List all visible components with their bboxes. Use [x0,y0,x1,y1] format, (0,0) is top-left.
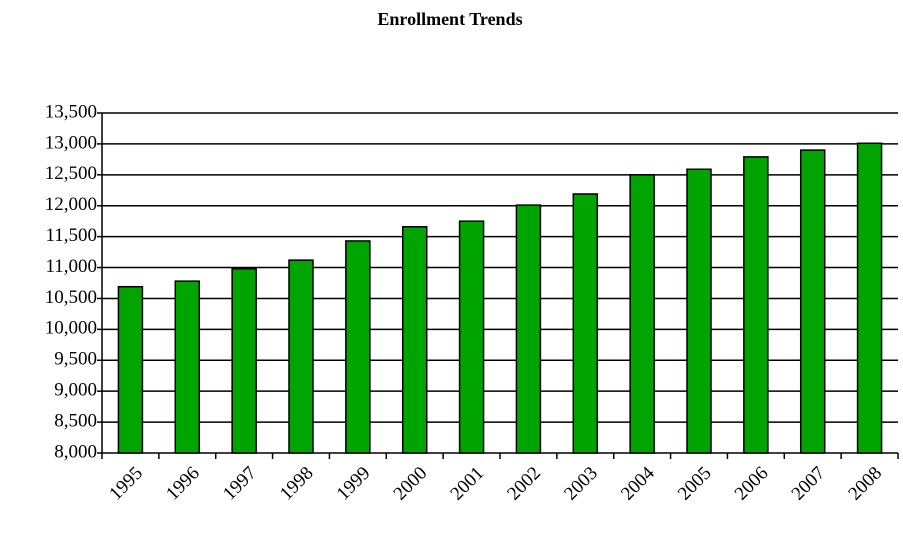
x-tick-label: 2008 [844,463,886,505]
x-tick-label: 1996 [162,463,204,505]
x-tick-label: 2004 [617,462,659,504]
x-tick-label: 1995 [105,463,147,505]
bar [288,259,314,454]
bar [231,268,257,454]
x-tick-label: 2007 [788,463,830,505]
y-tick-label: 11,500 [45,225,97,246]
y-tick-label: 9,500 [54,349,97,370]
y-tick-label: 11,000 [45,256,97,277]
bar [856,142,883,454]
y-tick-label: 13,000 [45,132,97,153]
y-tick-label: 13,500 [45,101,97,122]
bar [743,156,769,454]
bar [345,240,371,454]
bar [686,168,712,454]
bar [572,193,599,454]
y-tick-label: 8,000 [54,441,97,462]
y-tick-label: 10,500 [45,287,97,308]
x-tick-label: 2000 [390,463,432,505]
chart-title: Enrollment Trends [377,9,522,29]
y-tick-label: 12,000 [45,194,97,215]
x-tick-label: 1999 [333,463,375,505]
x-tick-label: 2001 [446,463,488,505]
x-tick-label: 2006 [731,463,773,505]
bar [799,149,826,454]
bar [515,204,542,454]
x-tick-label: 2005 [674,463,716,505]
y-tick-label: 12,500 [45,163,97,184]
y-tick-label: 9,000 [54,380,97,401]
x-tick-label: 1998 [276,463,318,505]
bar [401,225,428,454]
x-tick-label: 1997 [219,463,261,505]
x-tick-label: 2002 [503,463,545,505]
bar [629,174,655,454]
bar [117,285,144,454]
x-tick-label: 2003 [560,463,602,505]
bar [458,220,485,454]
bar [174,280,201,454]
y-tick-label: 8,500 [54,410,97,431]
y-tick-label: 10,000 [45,318,97,339]
